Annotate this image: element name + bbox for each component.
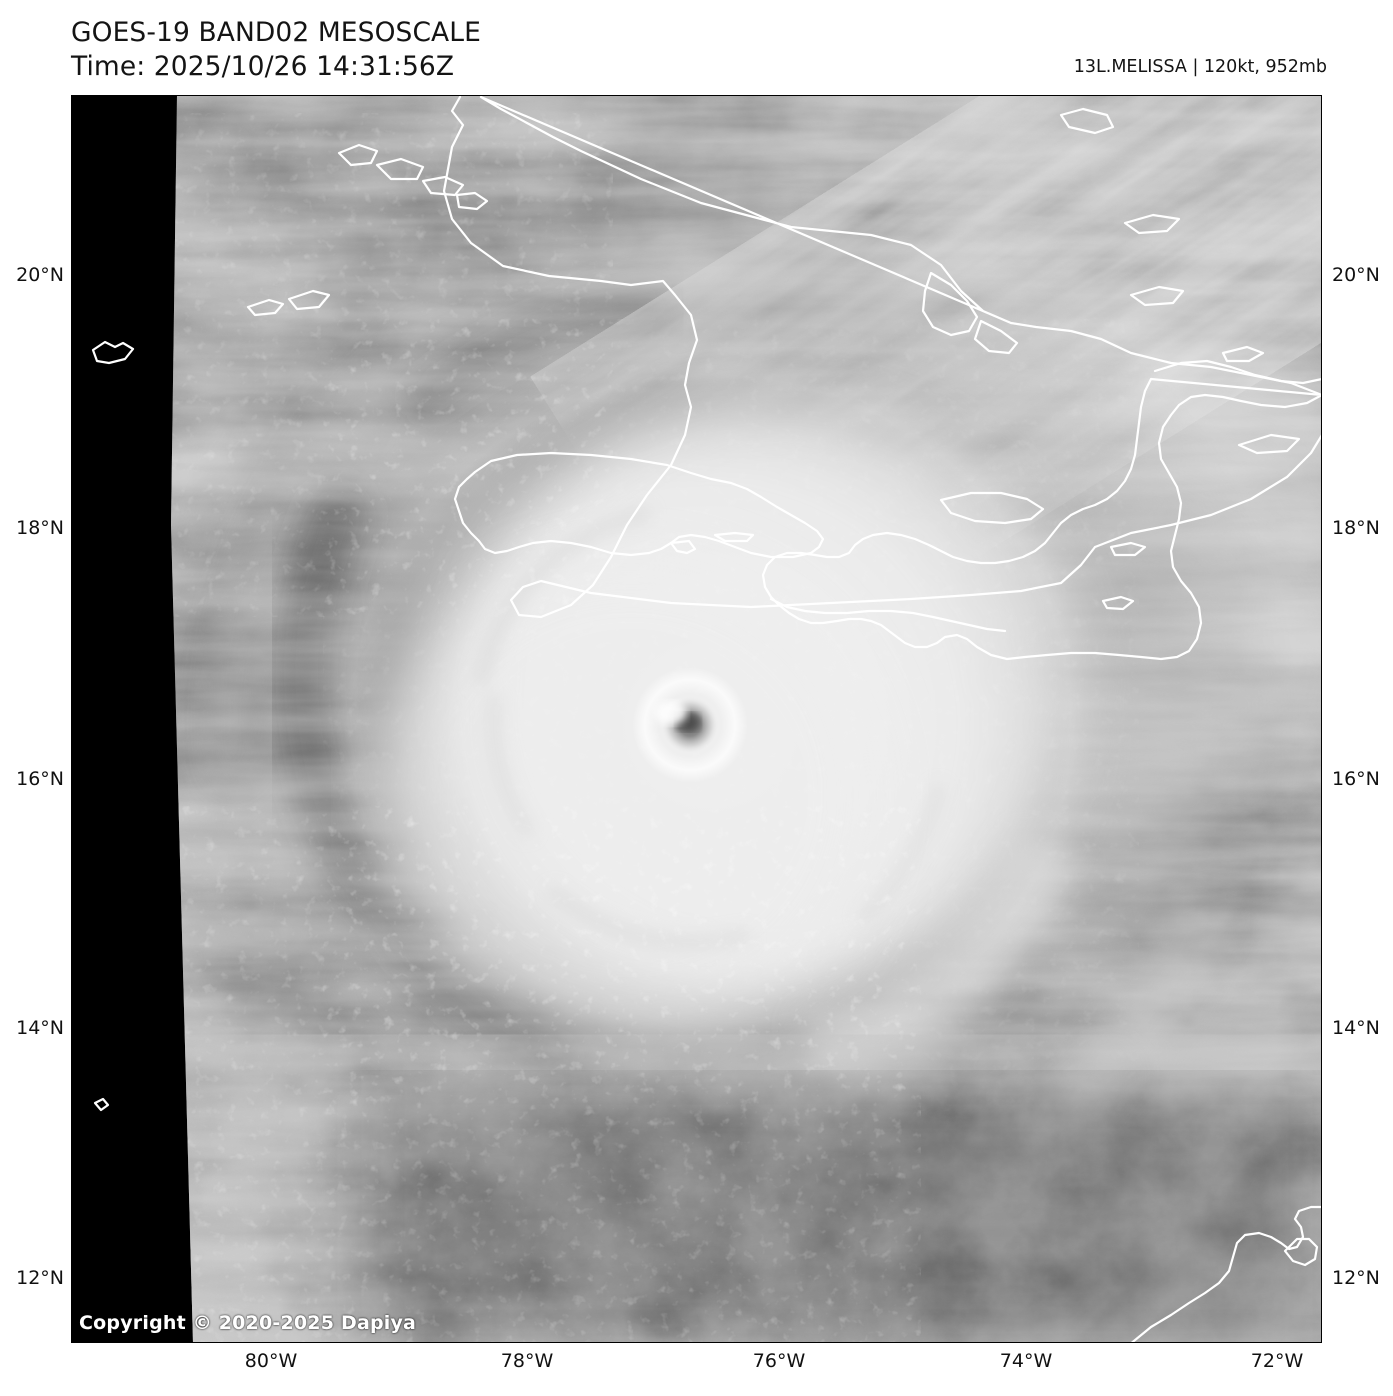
coastline-gonave — [939, 491, 1045, 525]
lat-tick-label: 14°N — [1332, 1017, 1380, 1039]
copyright-label: Copyright © 2020-2025 Dapiya — [79, 1312, 417, 1334]
lat-tick-label: 12°N — [16, 1267, 64, 1289]
lon-tick-label: 74°W — [999, 1350, 1053, 1372]
lat-tick-label: 20°N — [1332, 264, 1380, 286]
lat-tick-label: 20°N — [16, 264, 64, 286]
satellite-image-panel: Copyright © 2020-2025 Dapiya — [71, 95, 1322, 1343]
timestamp-label: Time: 2025/10/26 14:31:56Z — [71, 51, 455, 82]
coastline-south-america — [1129, 1205, 1322, 1343]
coastline-cayman-brac — [287, 289, 331, 311]
coastline-cuba — [442, 95, 1322, 619]
hurricane-eye — [632, 667, 748, 783]
coastline-jamaica — [453, 451, 825, 559]
coastline-overlay — [91, 95, 1322, 1343]
coastline-grand-cayman — [91, 340, 135, 365]
lon-tick-label: 80°W — [244, 1350, 298, 1372]
storm-info-label: 13L.MELISSA | 120kt, 952mb — [1073, 57, 1327, 77]
lon-tick-label: 78°W — [500, 1350, 554, 1372]
lat-tick-label: 16°N — [1332, 768, 1380, 790]
lat-tick-label: 18°N — [1332, 517, 1380, 539]
lat-tick-label: 18°N — [16, 517, 64, 539]
header: GOES-19 BAND02 MESOSCALE Time: 2025/10/2… — [0, 0, 1393, 95]
lon-tick-label: 72°W — [1250, 1350, 1304, 1372]
coastline-hispaniola — [761, 359, 1322, 661]
lat-tick-label: 14°N — [16, 1017, 64, 1039]
lat-tick-label: 12°N — [1332, 1267, 1380, 1289]
title-block: GOES-19 BAND02 MESOSCALE Time: 2025/10/2… — [71, 16, 481, 84]
lon-tick-label: 76°W — [752, 1350, 806, 1372]
satellite-imagery — [71, 95, 1322, 1343]
imagery-layers — [91, 95, 1322, 1343]
coastline-little-cayman — [246, 298, 285, 317]
page-title: GOES-19 BAND02 MESOSCALE — [71, 17, 481, 48]
lat-tick-label: 16°N — [16, 768, 64, 790]
